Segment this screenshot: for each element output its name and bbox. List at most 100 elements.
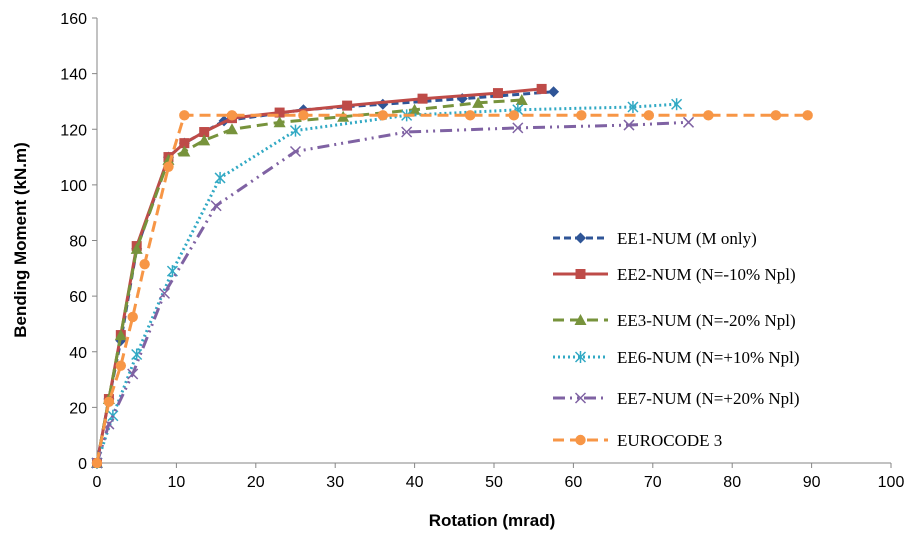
legend-label: EUROCODE 3: [617, 431, 722, 450]
data-point: [103, 396, 115, 408]
data-point: [492, 88, 503, 99]
x-tick-label: 80: [723, 474, 741, 491]
series-group: [91, 83, 813, 469]
data-point: [770, 110, 782, 121]
series-line: [95, 102, 677, 464]
data-point: [131, 348, 143, 361]
data-point: [703, 110, 714, 121]
data-point: [623, 119, 635, 131]
series-3: [91, 94, 528, 468]
x-tick-label: 60: [565, 474, 583, 491]
data-point: [91, 457, 103, 469]
data-point: [179, 110, 190, 121]
x-tick-label: 90: [803, 474, 821, 491]
data-point: [114, 329, 127, 341]
legend-marker: [575, 434, 586, 446]
x-tick-label: 30: [326, 474, 344, 491]
data-point: [802, 110, 813, 121]
data-point: [298, 110, 309, 121]
data-point: [289, 145, 302, 158]
data-point: [512, 122, 524, 134]
legend-label: EE2-NUM (N=-10% Npl): [617, 265, 796, 284]
series-5: [91, 116, 695, 469]
data-point: [377, 110, 389, 121]
x-tick-label: 20: [247, 474, 265, 491]
y-tick-label: 40: [69, 345, 87, 362]
y-tick-labels: 0 20 40 60 80 100 120 140 160: [60, 11, 87, 473]
axes: [92, 17, 892, 468]
data-point: [273, 116, 286, 128]
x-tick-label: 10: [168, 474, 186, 491]
legend-label: EE1-NUM (M only): [617, 229, 757, 248]
data-point: [682, 116, 695, 128]
legend-item: EUROCODE 3: [553, 431, 722, 450]
legend-label: EE6-NUM (N=+10% Npl): [617, 348, 800, 367]
series-line: [95, 87, 542, 464]
x-tick-label: 50: [485, 474, 503, 491]
legend-item: EE6-NUM (N=+10% Npl): [553, 348, 800, 367]
series-line: [95, 113, 808, 464]
y-tick-label: 140: [60, 67, 87, 84]
data-point: [214, 171, 226, 184]
data-point: [158, 287, 171, 299]
data-point: [548, 86, 560, 98]
data-point: [210, 200, 222, 212]
data-point: [536, 83, 547, 94]
data-point: [417, 93, 428, 104]
data-point: [464, 110, 476, 121]
y-tick-label: 80: [69, 234, 87, 251]
data-point: [139, 258, 150, 270]
series-2: [92, 83, 547, 468]
x-tick-labels: 0 10 20 30 40 50 60 70 80 90 100: [93, 474, 905, 491]
y-tick-label: 120: [60, 122, 87, 139]
legend-marker: [574, 392, 587, 404]
data-point: [225, 123, 238, 135]
data-point: [576, 110, 587, 121]
y-axis-title: Bending Moment (kN.m): [11, 142, 30, 338]
data-point: [342, 100, 353, 111]
data-point: [377, 98, 389, 110]
y-tick-label: 20: [69, 400, 87, 417]
data-point: [178, 145, 191, 157]
legend: EE1-NUM (M only) EE2-NUM (N=-10% Npl) EE3-…: [553, 229, 800, 450]
series-line: [95, 120, 689, 464]
data-point: [643, 110, 655, 121]
data-point: [289, 124, 302, 137]
y-tick-label: 100: [60, 178, 87, 195]
data-point: [127, 368, 139, 380]
data-point: [226, 110, 238, 121]
x-axis-title: Rotation (mrad): [429, 511, 556, 530]
legend-item: EE3-NUM (N=-20% Npl): [553, 311, 796, 330]
data-point: [163, 161, 174, 172]
data-point: [515, 94, 528, 106]
x-tick-label: 100: [878, 474, 905, 491]
data-point: [401, 126, 413, 138]
y-tick-label: 160: [60, 11, 87, 28]
legend-marker: [574, 351, 587, 363]
y-tick-label: 60: [69, 289, 87, 306]
x-tick-label: 40: [406, 474, 424, 491]
data-point: [627, 101, 639, 113]
legend-item: EE2-NUM (N=-10% Npl): [553, 265, 796, 284]
data-point: [408, 103, 421, 115]
data-point: [508, 110, 520, 121]
legend-marker: [575, 232, 586, 244]
series-4: [91, 98, 683, 469]
data-point: [130, 242, 143, 254]
series-6: [91, 110, 813, 469]
data-point: [274, 107, 285, 118]
legend-item: EE1-NUM (M only): [553, 229, 757, 248]
data-point: [127, 311, 138, 323]
data-point: [671, 98, 683, 111]
data-point: [472, 96, 485, 108]
series-1: [91, 86, 560, 469]
data-point: [179, 138, 190, 149]
legend-label: EE7-NUM (N=+20% Npl): [617, 389, 800, 408]
data-point: [198, 134, 211, 146]
legend-label: EE3-NUM (N=-20% Npl): [617, 311, 796, 330]
legend-marker: [574, 314, 587, 325]
legend-marker: [575, 269, 586, 279]
series-line: [95, 98, 522, 464]
data-point: [115, 360, 127, 371]
